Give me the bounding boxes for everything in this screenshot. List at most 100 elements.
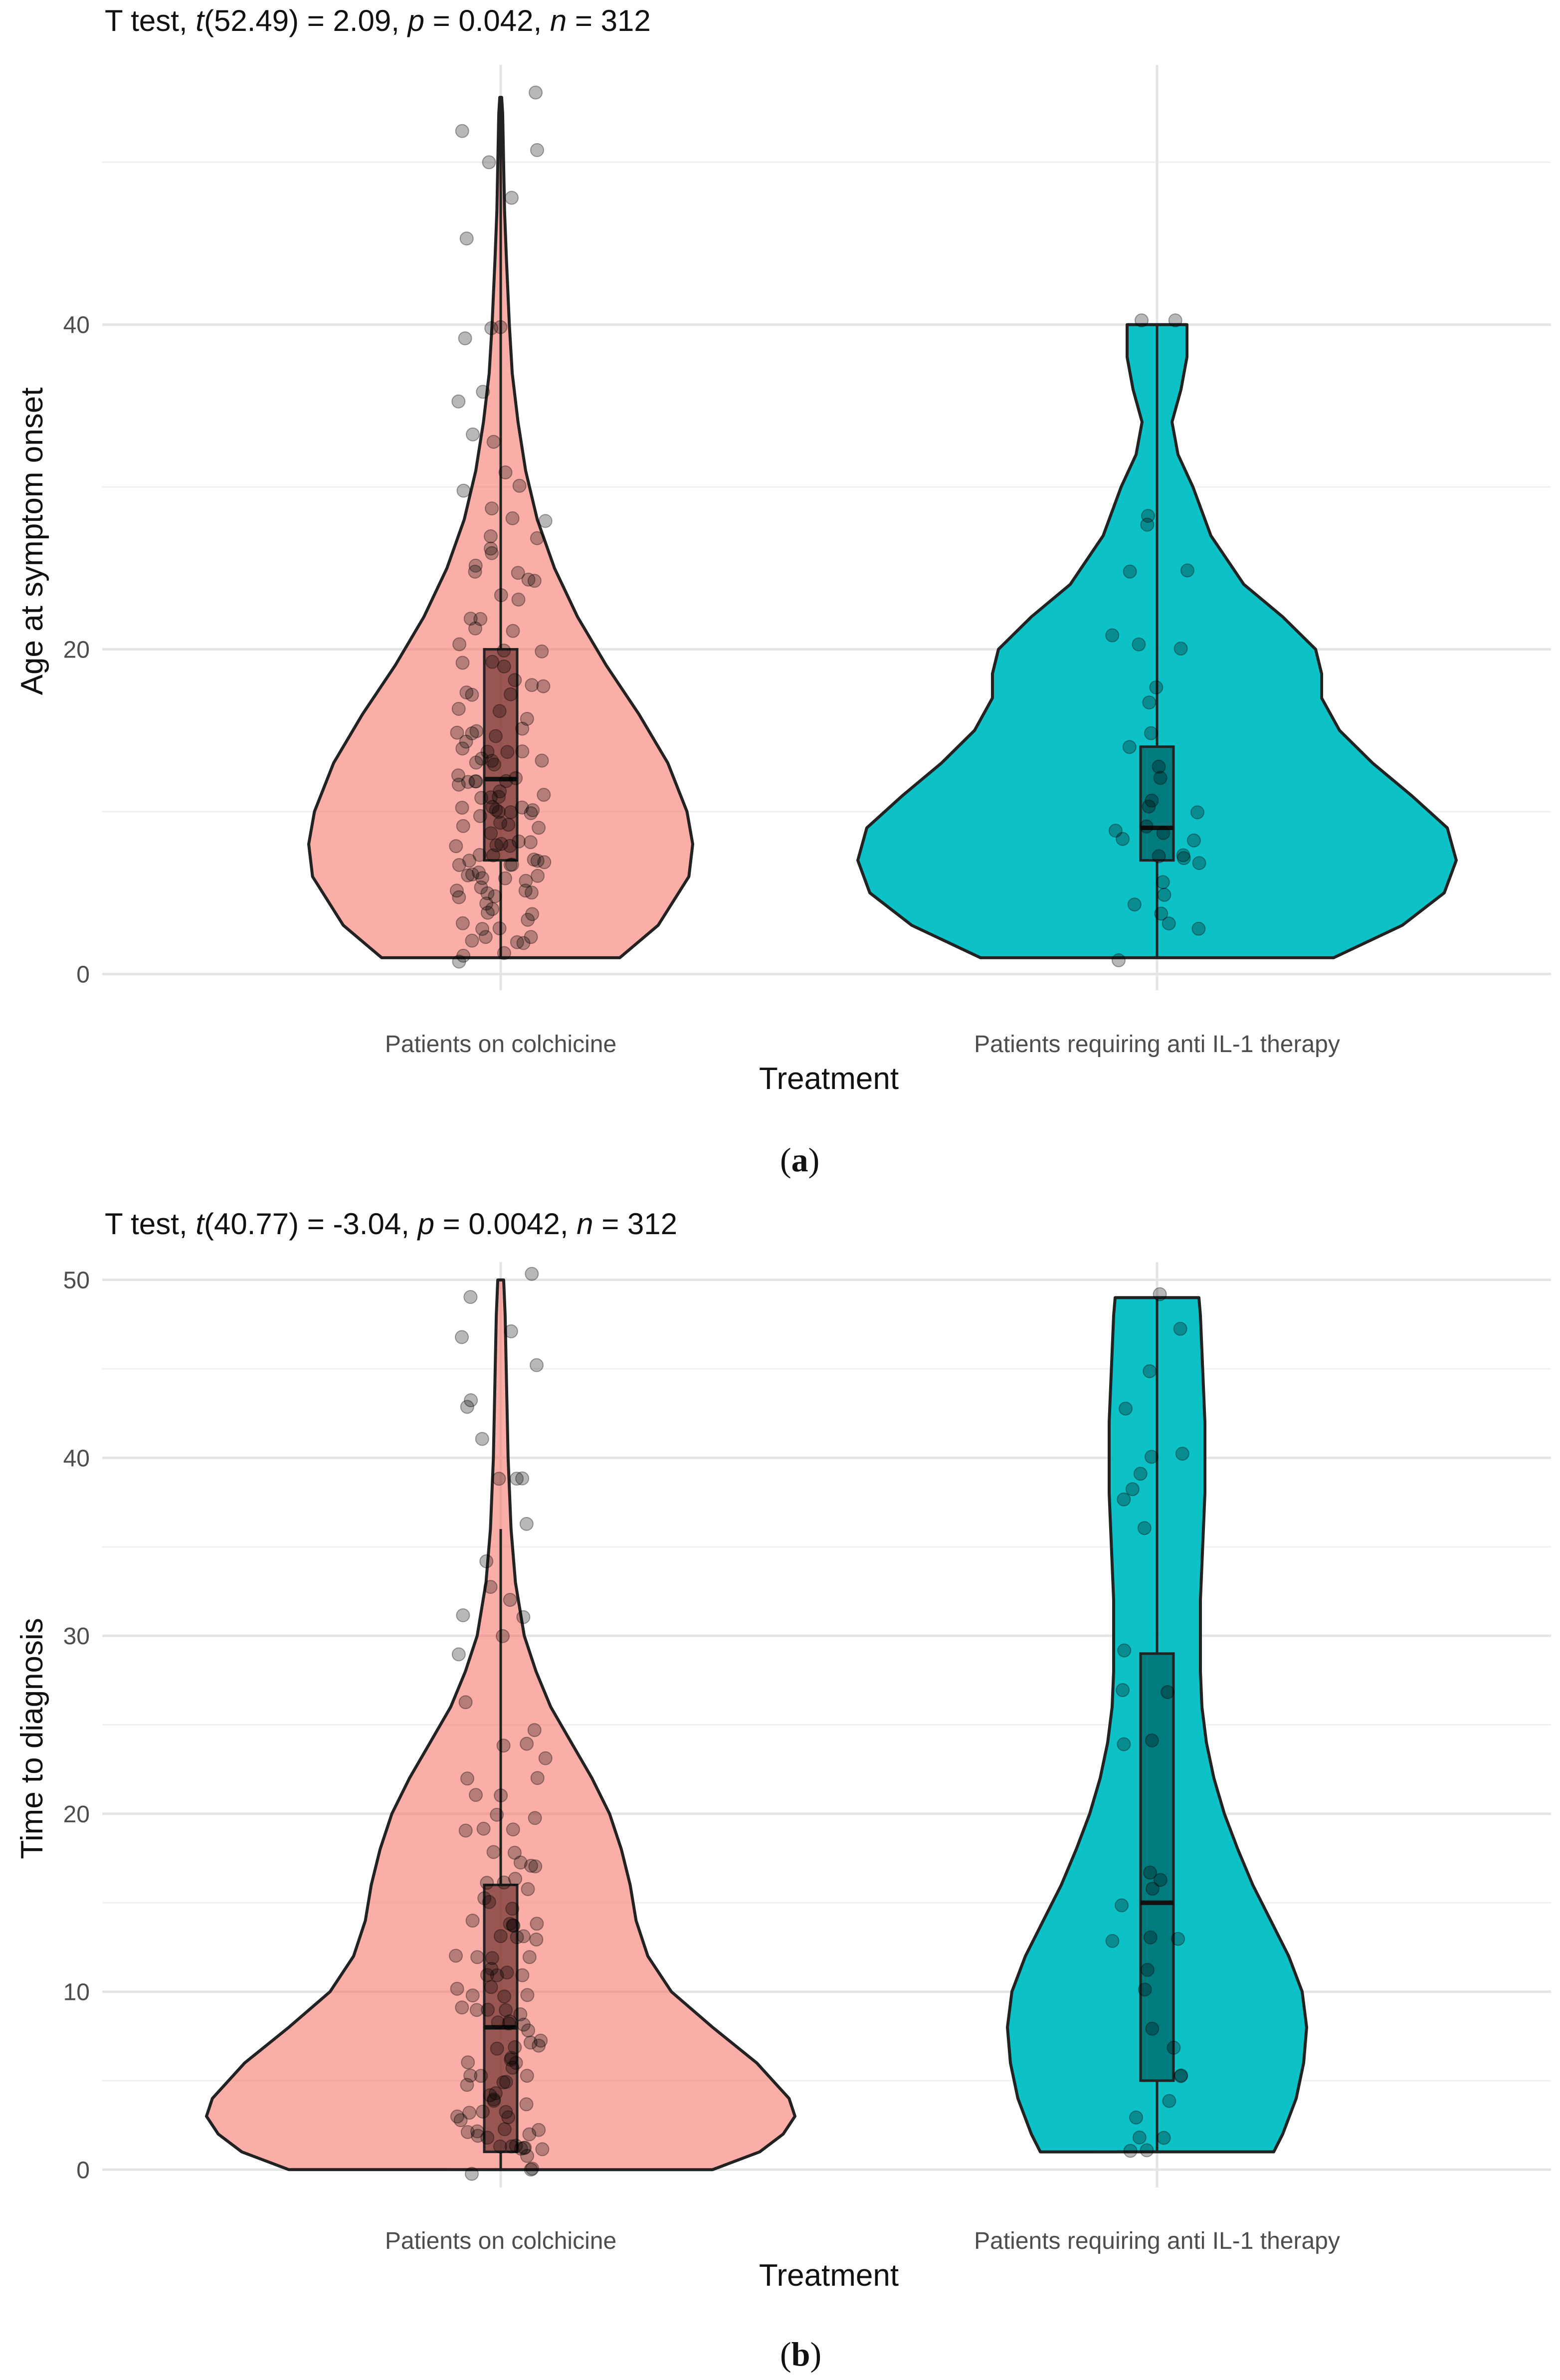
data-point: [1157, 2131, 1171, 2145]
data-point: [476, 385, 490, 399]
data-point: [505, 2139, 519, 2154]
data-point: [497, 1989, 512, 2004]
data-point: [485, 902, 500, 916]
data-point: [1145, 1882, 1160, 1896]
data-point: [1192, 856, 1206, 870]
panel-b-time-to-diagnosis: 0 10 20 30 40 50 T test, t(40.77) = -3.04, p …: [15, 1207, 1551, 2373]
data-point: [1117, 1643, 1132, 1658]
data-point: [520, 2069, 534, 2083]
data-point: [484, 826, 498, 841]
data-point: [1129, 2110, 1143, 2125]
chart-title-b: T test, t(40.77) = -3.04, p = 0.0042, n …: [105, 1207, 677, 1241]
data-point: [489, 838, 504, 853]
data-point: [503, 687, 518, 701]
data-point: [492, 1472, 506, 1486]
data-point: [516, 1929, 531, 1944]
data-point: [508, 1872, 523, 1886]
data-point: [1112, 953, 1126, 967]
data-point: [523, 835, 538, 850]
data-point: [473, 612, 488, 626]
data-point: [474, 880, 488, 894]
data-point: [485, 754, 499, 768]
data-point: [484, 790, 498, 805]
data-point: [1138, 1982, 1152, 1997]
data-point: [535, 2142, 550, 2157]
data-point: [519, 2097, 534, 2112]
box-iqr: [483, 1884, 519, 2154]
data-point: [468, 774, 483, 789]
plot-area-b: 0 10 20 30 40 50: [63, 1262, 1551, 2187]
data-point: [456, 819, 470, 833]
data-point: [490, 1807, 504, 1822]
data-point: [489, 803, 503, 817]
data-point: [476, 1821, 491, 1836]
data-point: [1137, 1521, 1152, 1535]
data-point: [537, 788, 551, 802]
data-point: [465, 687, 479, 702]
data-point: [485, 800, 500, 814]
data-point: [1115, 1898, 1129, 1913]
data-point: [450, 1981, 464, 1996]
data-point: [1152, 760, 1166, 774]
data-point: [521, 2023, 535, 2038]
data-point: [450, 2109, 464, 2124]
data-point: [1145, 2021, 1160, 2036]
data-point: [1191, 921, 1206, 936]
data-point: [499, 2105, 513, 2119]
data-point: [449, 883, 464, 898]
data-point: [1145, 1733, 1159, 1747]
data-point: [1153, 1873, 1168, 1887]
data-point: [1143, 1364, 1157, 1378]
data-point: [520, 712, 534, 726]
data-point: [1167, 2040, 1181, 2055]
data-point: [515, 744, 530, 759]
data-point: [479, 1554, 494, 1568]
data-point: [508, 673, 522, 687]
data-point: [480, 744, 495, 759]
data-point: [465, 2166, 479, 2181]
data-point: [459, 734, 473, 749]
data-point: [497, 659, 511, 673]
data-point: [449, 839, 463, 854]
data-point: [1152, 849, 1166, 864]
data-point: [485, 501, 499, 516]
data-point: [529, 85, 543, 100]
data-point: [497, 644, 511, 658]
data-point: [535, 753, 549, 768]
data-point: [503, 858, 518, 872]
data-point: [504, 191, 519, 205]
data-point: [1143, 1930, 1158, 1945]
data-point: [486, 848, 500, 863]
data-point: [1116, 1683, 1130, 1697]
data-point: [490, 2041, 504, 2056]
data-point: [488, 729, 503, 743]
data-point: [1123, 564, 1137, 579]
data-point: [1153, 771, 1168, 785]
data-point: [463, 612, 478, 626]
data-point: [484, 1980, 498, 1994]
data-point: [482, 1895, 496, 1909]
data-point: [1156, 826, 1170, 840]
data-point: [514, 2142, 528, 2156]
data-point: [1190, 805, 1204, 820]
data-point: [466, 427, 480, 441]
data-point: [530, 531, 544, 545]
data-point: [1174, 2068, 1188, 2083]
data-point: [532, 2038, 546, 2053]
data-point: [474, 2069, 488, 2083]
data-point: [507, 1846, 522, 1860]
data-point: [521, 912, 535, 927]
data-point: [496, 1738, 511, 1753]
data-point: [1176, 848, 1190, 863]
data-point: [531, 868, 545, 883]
data-point: [525, 678, 539, 692]
data-point: [1171, 1932, 1185, 1946]
data-point: [1186, 833, 1201, 848]
data-point: [515, 800, 529, 815]
data-point: [469, 755, 483, 770]
data-point: [1162, 916, 1176, 931]
data-point: [506, 1822, 520, 1837]
data-point: [505, 511, 520, 525]
data-point: [1145, 793, 1159, 808]
data-point: [486, 434, 501, 449]
